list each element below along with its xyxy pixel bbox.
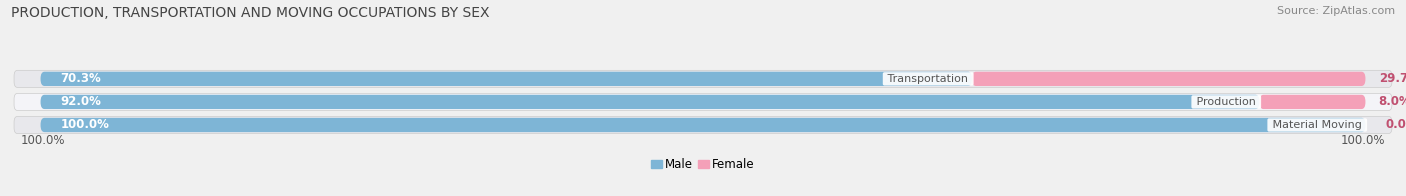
FancyBboxPatch shape bbox=[972, 72, 1365, 86]
FancyBboxPatch shape bbox=[14, 70, 1392, 87]
Text: 100.0%: 100.0% bbox=[60, 118, 110, 132]
Text: Production: Production bbox=[1194, 97, 1260, 107]
Text: 92.0%: 92.0% bbox=[60, 95, 101, 108]
FancyBboxPatch shape bbox=[41, 118, 1365, 132]
Text: 29.7%: 29.7% bbox=[1379, 72, 1406, 85]
Legend: Male, Female: Male, Female bbox=[647, 153, 759, 176]
Text: 100.0%: 100.0% bbox=[1341, 134, 1385, 147]
Text: 0.0%: 0.0% bbox=[1385, 118, 1406, 132]
Text: Material Moving: Material Moving bbox=[1270, 120, 1365, 130]
FancyBboxPatch shape bbox=[14, 116, 1392, 133]
Text: 8.0%: 8.0% bbox=[1379, 95, 1406, 108]
Text: 100.0%: 100.0% bbox=[21, 134, 65, 147]
FancyBboxPatch shape bbox=[41, 95, 1260, 109]
FancyBboxPatch shape bbox=[14, 93, 1392, 111]
FancyBboxPatch shape bbox=[41, 72, 972, 86]
Text: 70.3%: 70.3% bbox=[60, 72, 101, 85]
Text: Source: ZipAtlas.com: Source: ZipAtlas.com bbox=[1277, 6, 1395, 16]
Text: Transportation: Transportation bbox=[884, 74, 972, 84]
Text: PRODUCTION, TRANSPORTATION AND MOVING OCCUPATIONS BY SEX: PRODUCTION, TRANSPORTATION AND MOVING OC… bbox=[11, 6, 489, 20]
FancyBboxPatch shape bbox=[1260, 95, 1365, 109]
